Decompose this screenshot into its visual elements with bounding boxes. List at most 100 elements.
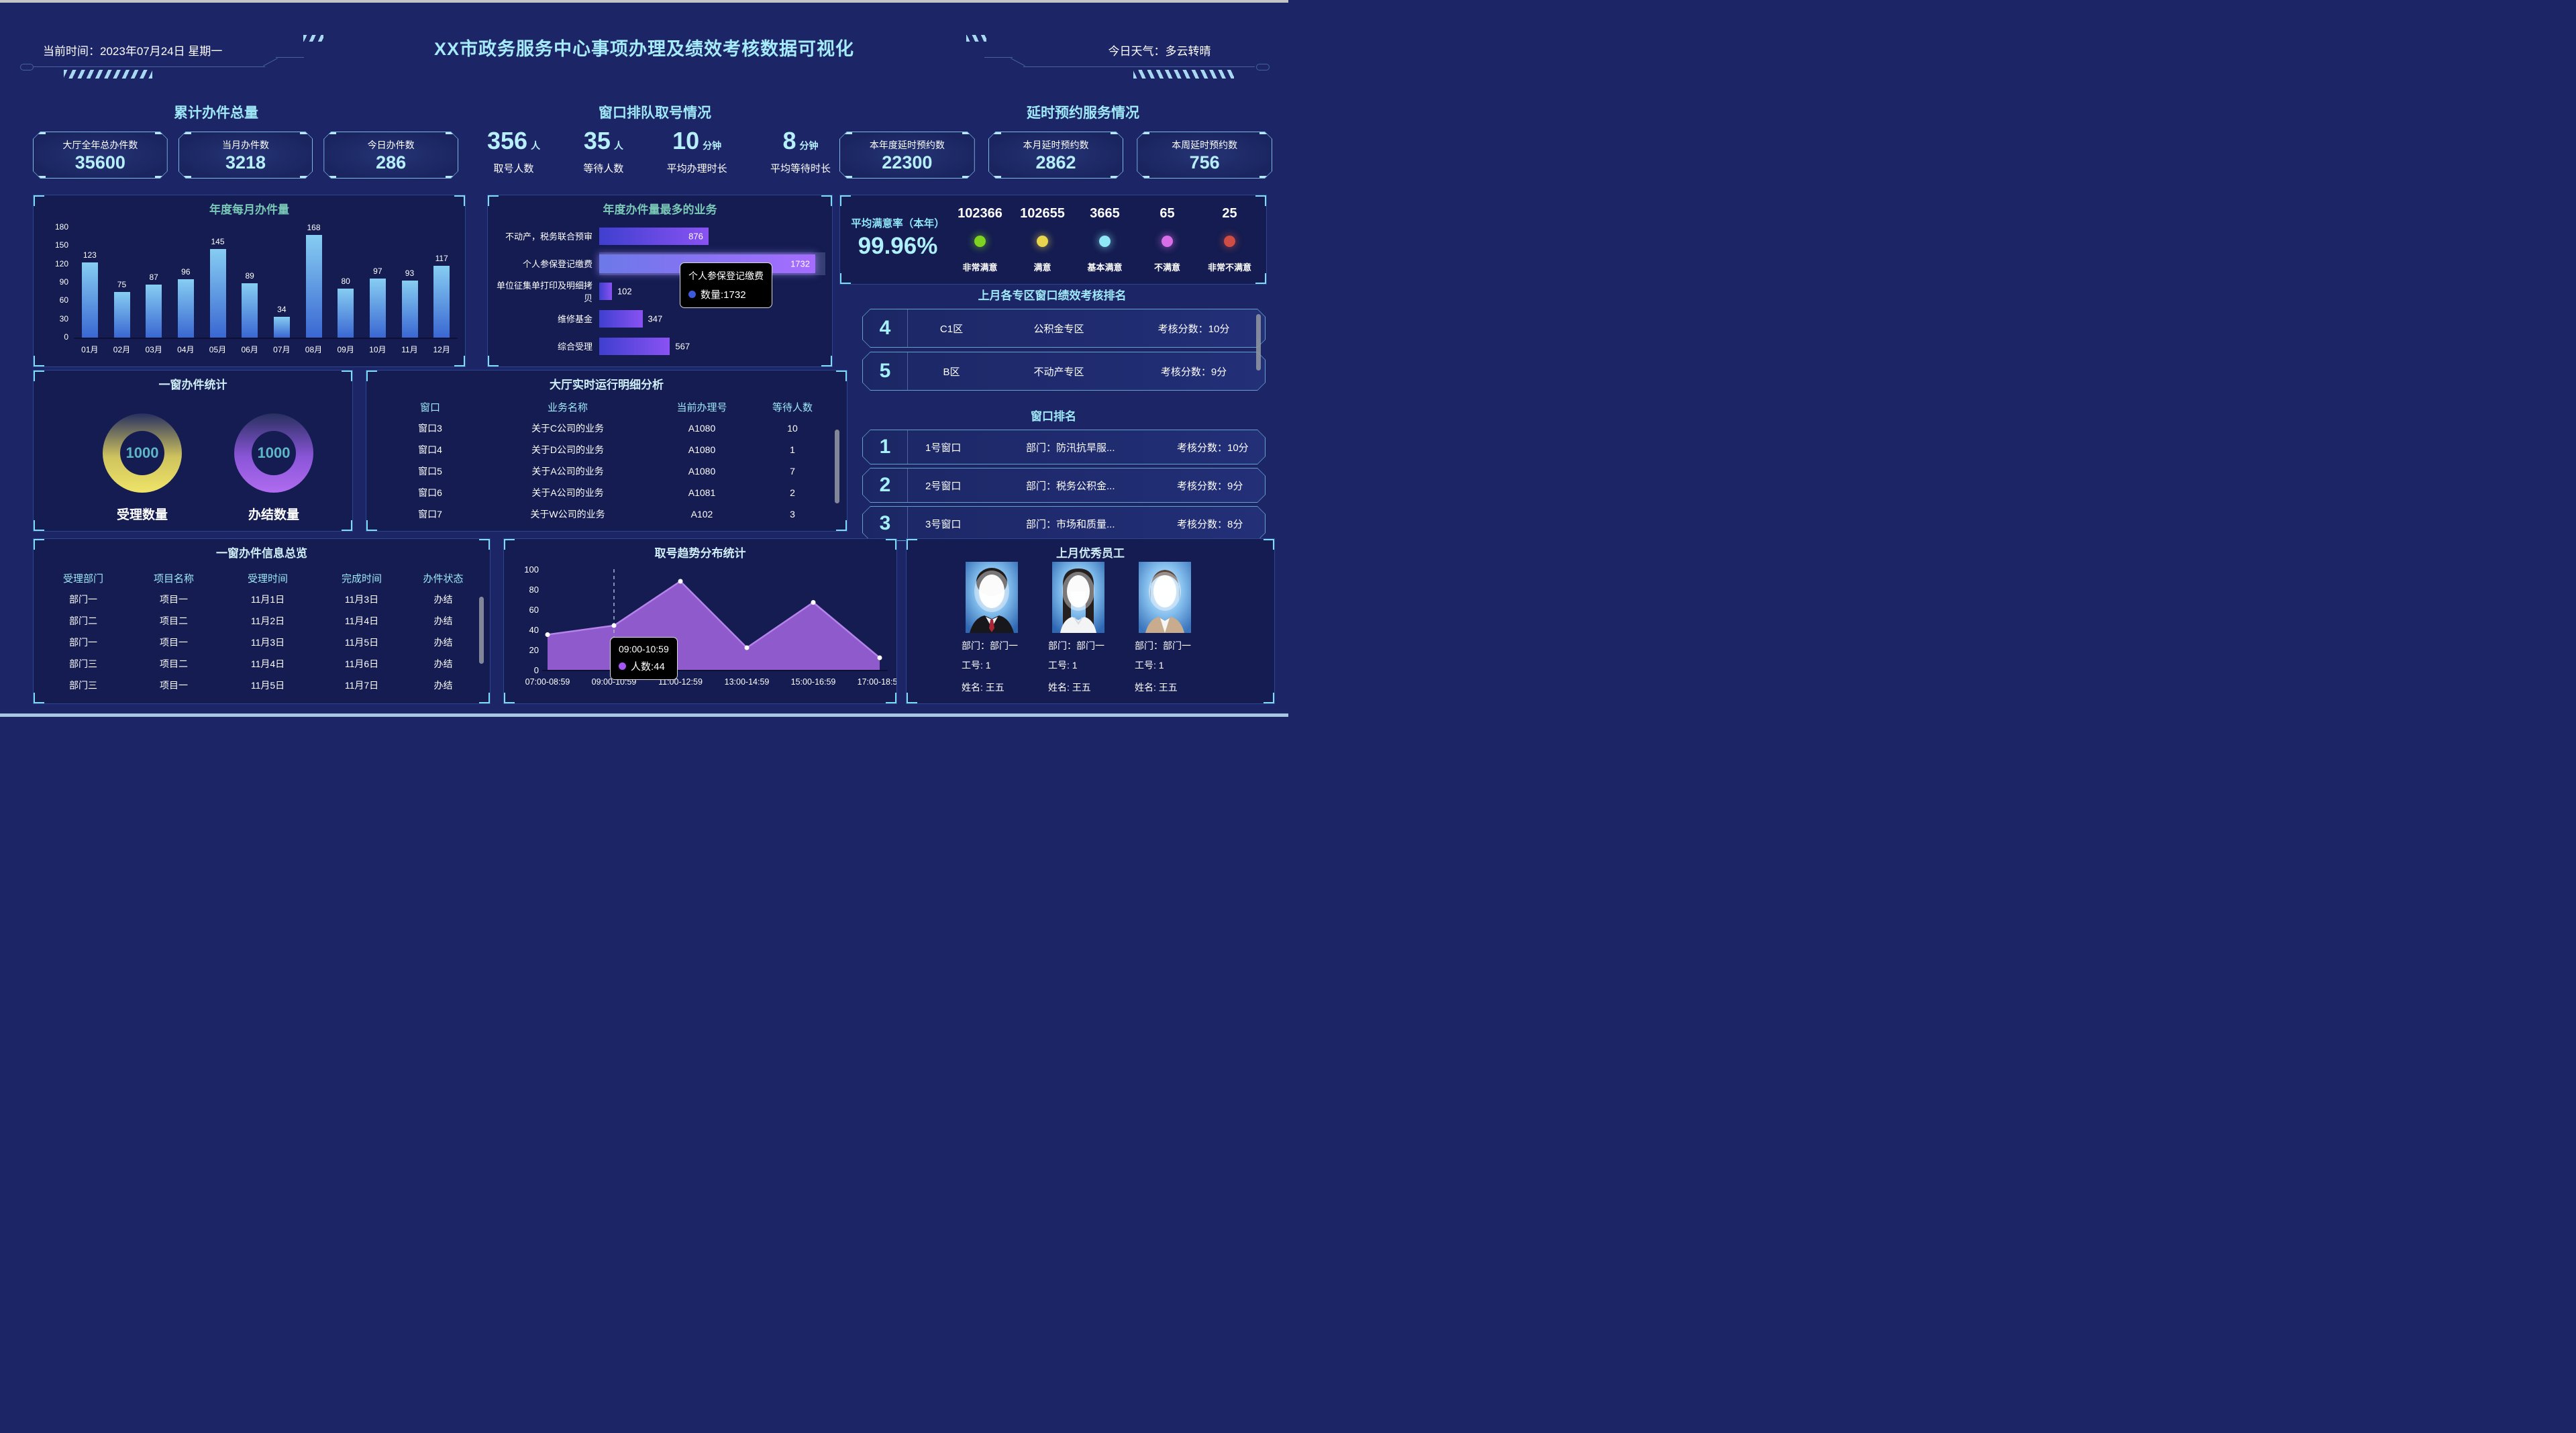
- rank-score: 考核分数：9分: [1160, 366, 1227, 378]
- employee-photo: [1139, 562, 1191, 633]
- table-row: 窗口3 关于C公司的业务 A1080 10: [373, 417, 836, 439]
- y-axis-tick: 80: [529, 585, 539, 595]
- table-cell: 窗口5: [418, 466, 442, 477]
- tooltip-title: 09:00-10:59: [619, 644, 669, 654]
- donut-accepted[interactable]: 1000: [103, 413, 182, 493]
- bar-04月[interactable]: [177, 279, 194, 338]
- trend-point-13:00-14:59[interactable]: [744, 645, 750, 650]
- y-axis-tick: 0: [534, 665, 539, 675]
- table-cell: 办结: [433, 658, 453, 669]
- header-deco-ticks-right: [966, 35, 986, 42]
- overview-scrollbar[interactable]: [479, 597, 484, 664]
- bar-03月[interactable]: [146, 284, 162, 338]
- business-label: 不动产，税务联合预审: [505, 232, 593, 242]
- bar-value: 97: [373, 266, 382, 276]
- queue-stat: 35 人等待人数: [583, 129, 623, 185]
- employee-dept: 部门：部门一: [962, 640, 1018, 651]
- business-bar[interactable]: [599, 309, 643, 328]
- bar-05月[interactable]: [209, 248, 226, 338]
- stat-card-body: 本年度延时预约数 22300: [840, 132, 974, 178]
- header-deco-pill-left: [20, 64, 34, 70]
- table-cell: 11月1日: [250, 594, 285, 605]
- business-tooltip: 个人参保登记缴费 数量:1732: [680, 262, 772, 308]
- queue-stats: 356 人取号人数 35 人等待人数 10 分钟 平均办理时长 8 分钟 平均等待时长: [487, 129, 831, 185]
- satisfaction-count: 65: [1160, 206, 1175, 221]
- window-edge-bottom: [0, 713, 1288, 717]
- stat-card-body: 大厅全年总办件数 35600: [34, 132, 167, 178]
- tooltip-value: 数量:1732: [701, 289, 746, 301]
- satisfaction-item: 25 非常不满意: [1198, 202, 1261, 277]
- satisfaction-count: 3665: [1090, 206, 1120, 221]
- employee-photo: [1052, 562, 1104, 633]
- table-cell: 部门一: [69, 594, 97, 605]
- business-bar-track: 102: [599, 282, 825, 300]
- donut-value: 1000: [257, 444, 291, 461]
- donut-label-completed: 办结数量: [248, 508, 299, 522]
- bar-10月[interactable]: [369, 278, 386, 338]
- window-rank-row: 1 1号窗口 部门：防汛抗旱服... 考核分数：10分: [862, 430, 1266, 464]
- zone-rank-scrollbar[interactable]: [1256, 314, 1261, 370]
- rank-dept: 部门：市场和质量...: [1026, 518, 1115, 530]
- section-title-delay: 延时预约服务情况: [1027, 105, 1139, 121]
- business-value: 1732: [790, 258, 810, 268]
- x-axis-label: 10月: [369, 345, 387, 354]
- business-bar[interactable]: [599, 227, 709, 245]
- table-cell: 部门二: [69, 615, 97, 626]
- zone-rank-row: 4 C1区 公积金专区 考核分数：10分: [862, 309, 1266, 348]
- rank-number: 4: [879, 317, 891, 339]
- business-bar[interactable]: [599, 282, 612, 300]
- satisfaction-label: 满意: [1033, 262, 1051, 273]
- satisfaction-label: 非常不满意: [1207, 262, 1251, 273]
- bar-01月[interactable]: [81, 262, 98, 338]
- monthly-bar-chart[interactable]: 0 30 60 90 120 150 180 123 01月 75 02月 87 03月 96 04月 145…: [55, 222, 458, 354]
- x-axis-label: 08月: [305, 345, 323, 354]
- satisfaction-label: 非常满意: [962, 262, 998, 273]
- stat-card-body: 当月办件数 3218: [179, 132, 313, 178]
- window-rank-row-body: 3 3号窗口 部门：市场和质量... 考核分数：8分: [863, 507, 1265, 540]
- trend-point-11:00-12:59[interactable]: [678, 579, 683, 584]
- stat-card-label: 本周延时预约数: [1172, 140, 1238, 150]
- donut-hole: 1000: [252, 431, 296, 475]
- trend-point-09:00-10:59[interactable]: [611, 623, 617, 628]
- queue-stat-unit: 人: [531, 140, 541, 151]
- bar-09月[interactable]: [338, 289, 354, 338]
- zone-rank-row-body: 5 B区 不动产专区 考核分数：9分: [863, 352, 1265, 390]
- business-value: 102: [617, 286, 632, 296]
- bar-08月[interactable]: [305, 234, 322, 338]
- x-axis-label: 06月: [241, 345, 258, 354]
- business-bar-track: 347: [599, 309, 825, 328]
- employee-card: 部门：部门一 工号: 1 姓名: 王五: [962, 562, 1049, 694]
- table-row: 部门二 项目二 11月2日 11月4日 办结: [39, 610, 478, 632]
- cumulative-cards: 大厅全年总办件数 35600 当月办件数 3218 今日办件数 286: [33, 132, 458, 179]
- satisfaction-dot-icon: [1037, 235, 1048, 247]
- bar-02月[interactable]: [113, 291, 130, 338]
- table-cell: A102: [690, 509, 713, 520]
- bar-06月[interactable]: [242, 283, 258, 338]
- column-header: 窗口: [419, 401, 440, 413]
- employee-card: 部门：部门一 工号: 1 姓名: 王五: [1135, 562, 1222, 694]
- window-rank-row-body: 1 1号窗口 部门：防汛抗旱服... 考核分数：10分: [863, 430, 1265, 464]
- y-axis-tick: 60: [59, 295, 68, 305]
- business-bar[interactable]: [599, 337, 670, 355]
- donut-label-accepted: 受理数量: [116, 508, 168, 522]
- bar-12月[interactable]: [433, 266, 450, 338]
- stat-card: 本年度延时预约数 22300: [839, 132, 975, 179]
- realtime-scrollbar[interactable]: [835, 430, 839, 503]
- donut-completed[interactable]: 1000: [234, 413, 313, 493]
- employee-id: 工号: 1: [962, 660, 991, 671]
- y-axis-tick: 20: [529, 645, 539, 655]
- column-header: 当前办理号: [676, 401, 727, 413]
- business-bar-chart[interactable]: 不动产，税务联合预审 876 个人参保登记缴费 1732 单位征集单打印及明细拷贝 102…: [495, 222, 825, 360]
- table-cell: 11月5日: [250, 680, 285, 691]
- satisfaction-count: 25: [1222, 206, 1237, 221]
- trend-point-15:00-16:59[interactable]: [811, 600, 816, 605]
- table-cell: 部门三: [69, 680, 97, 691]
- bar-07月[interactable]: [273, 317, 290, 338]
- trend-point-17:00-18:59[interactable]: [877, 655, 882, 660]
- trend-point-07:00-08:59[interactable]: [545, 632, 550, 637]
- bar-11月[interactable]: [401, 281, 418, 338]
- rank-number: 1: [879, 436, 891, 458]
- queue-stat-number: 8 分钟: [770, 129, 831, 153]
- queue-stat-label: 平均等待时长: [770, 163, 831, 175]
